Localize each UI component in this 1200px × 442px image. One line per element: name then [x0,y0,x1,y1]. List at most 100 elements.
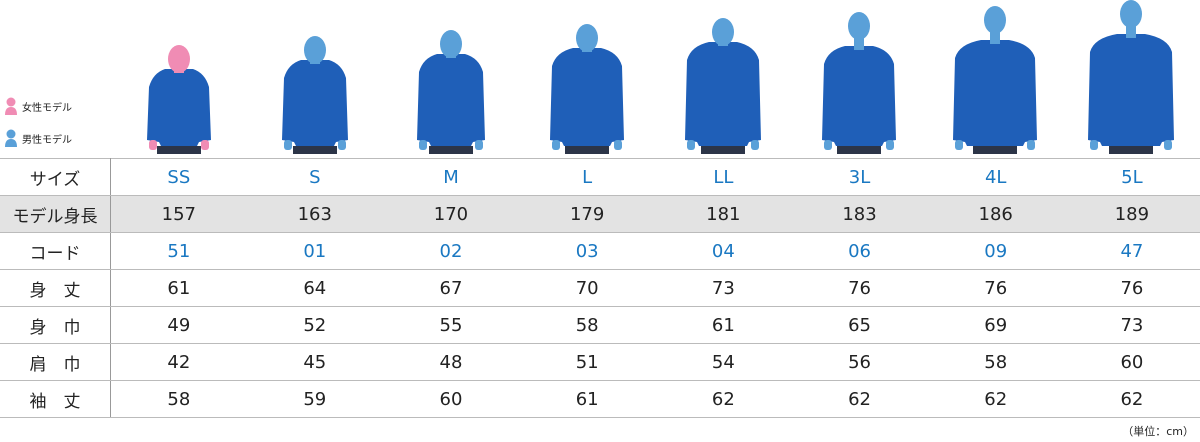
cell: 02 [382,232,520,270]
cell: 76 [1063,269,1200,307]
hand [1027,140,1035,150]
hand [149,140,157,150]
table-row: モデル身長 157 163 170 179 181 183 186 189 [0,195,1200,233]
hoodie [282,60,348,146]
hand [552,140,560,150]
head [168,45,190,73]
cell: 186 [927,195,1064,233]
hoodie [953,40,1037,146]
cell: S [246,158,383,196]
cell: 60 [382,380,520,418]
head [848,12,870,40]
cell: 61 [655,306,792,344]
size-table: サイズ SS S M L LL 3L 4L 5L モデル身長 157 163 170 179 181 183 1… [0,158,1200,418]
hand [614,140,622,150]
legend-female: 女性モデル [4,97,72,115]
hoodie [550,48,624,146]
cell: L [519,158,656,196]
male-icon [5,129,17,147]
cell: 65 [791,306,928,344]
cell: 157 [110,195,247,233]
cell: 54 [655,343,792,381]
neck [582,48,592,52]
cell: LL [655,158,792,196]
cell: 06 [791,232,928,270]
cell: 62 [655,380,792,418]
legend-label: 女性モデル [22,102,72,114]
cell: 48 [382,343,520,381]
jeans [701,146,745,154]
cell: 69 [927,306,1064,344]
cell: 73 [1063,306,1200,344]
cell: 56 [791,343,928,381]
cell: 45 [246,343,383,381]
cell: 64 [246,269,383,307]
hand [475,140,483,150]
cell: 179 [519,195,656,233]
neck [1126,24,1136,38]
cell: 51 [110,232,247,270]
model-photos [147,0,1174,154]
row-label: コード [0,232,111,270]
hand [824,140,832,150]
hand [751,140,759,150]
cell: 58 [110,380,247,418]
row-label: 身 丈 [0,269,111,307]
cell: SS [110,158,247,196]
cell: 52 [246,306,383,344]
cell: 70 [519,269,656,307]
cell: 76 [927,269,1064,307]
cell: 60 [1063,343,1200,381]
head [440,30,462,58]
cell: 163 [246,195,383,233]
table-row: 袖 丈 58 59 60 61 62 62 62 62 [0,380,1200,418]
hand [201,140,209,150]
jeans [293,146,337,154]
neck [446,54,456,58]
cell: 170 [382,195,520,233]
cell: 3L [791,158,928,196]
hand [1164,140,1172,150]
neck [854,36,864,50]
row-label: 肩 巾 [0,343,111,381]
hand [338,140,346,150]
cell: 55 [382,306,520,344]
cell: 51 [519,343,656,381]
cell: 49 [110,306,247,344]
row-label: サイズ [0,158,111,196]
cell: 73 [655,269,792,307]
table-row: サイズ SS S M L LL 3L 4L 5L [0,158,1200,196]
legend-male: 男性モデル [4,129,72,147]
head [712,18,734,46]
jeans [565,146,609,154]
cell: 58 [519,306,656,344]
female-icon [5,97,17,115]
hand [1090,140,1098,150]
neck [990,30,1000,44]
cell: 5L [1063,158,1200,196]
table-row: 肩 巾 42 45 48 51 54 56 58 60 [0,343,1200,381]
jeans [429,146,473,154]
hoodie [822,46,896,146]
cell: 61 [519,380,656,418]
row-label: モデル身長 [0,195,111,233]
cell: 4L [927,158,1064,196]
head [1120,0,1142,28]
cell: 62 [927,380,1064,418]
cell: 67 [382,269,520,307]
cell: 183 [791,195,928,233]
cell: 62 [1063,380,1200,418]
hoodie [417,54,485,146]
hoodie [1088,34,1174,146]
hand [687,140,695,150]
cell: 58 [927,343,1064,381]
cell: 47 [1063,232,1200,270]
hand [419,140,427,150]
neck [174,69,184,73]
row-label: 身 巾 [0,306,111,344]
jeans [837,146,881,154]
cell: 59 [246,380,383,418]
cell: 09 [927,232,1064,270]
cell: 76 [791,269,928,307]
